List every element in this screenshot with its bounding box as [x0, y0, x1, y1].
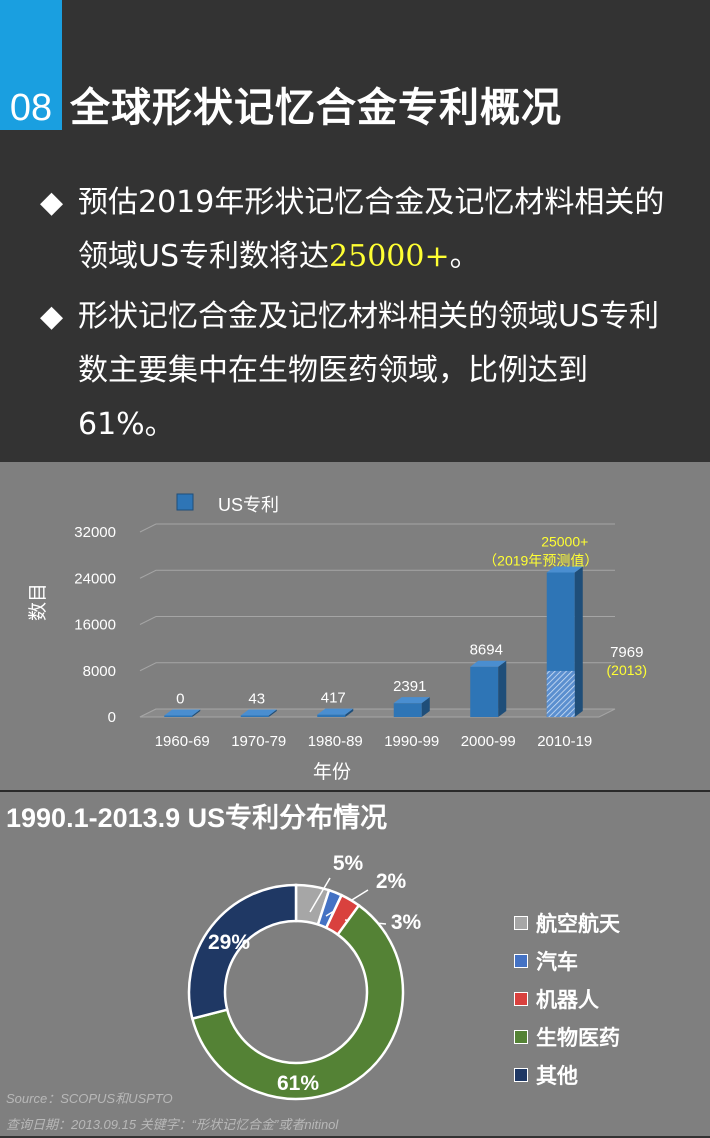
y-tick-label: 24000: [74, 570, 116, 587]
legend-label: 其他: [536, 1064, 578, 1088]
legend-swatch: [514, 1068, 528, 1082]
legend-item: 生物医药: [514, 1022, 620, 1052]
pie-data-label: 3%: [391, 911, 422, 934]
forecast-note: （2019年预测值）: [483, 552, 598, 568]
legend-swatch: [514, 954, 528, 968]
bullet-text: 形状记忆合金及记忆材料相关的领域US专利数主要集中在生物医药领域，比例达到61%…: [78, 299, 660, 442]
bar: [164, 709, 201, 717]
gridline: [139, 662, 615, 672]
legend-item: 机器人: [514, 984, 599, 1014]
legend-item: 其他: [514, 1060, 578, 1090]
pie-data-label: 61%: [277, 1072, 319, 1095]
legend-item: 航空航天: [514, 908, 620, 938]
data-label-2013: 7969: [610, 644, 643, 661]
pie-data-label: 29%: [208, 931, 250, 954]
legend-label: 航空航天: [536, 912, 620, 936]
data-label: 43: [248, 691, 265, 708]
bullet-item: ◆ 预估2019年形状记忆合金及记忆材料相关的领域US专利数将达25000+。: [40, 176, 680, 284]
section-number: 08: [9, 87, 53, 129]
bullet-text: 预估2019年形状记忆合金及记忆材料相关的领域US专利数将达: [78, 185, 665, 274]
bullet-list: ◆ 预估2019年形状记忆合金及记忆材料相关的领域US专利数将达25000+。 …: [40, 176, 680, 458]
y-tick-label: 0: [108, 709, 116, 726]
gridline: [139, 569, 615, 579]
x-axis-label: 年份: [313, 761, 351, 783]
legend-swatch: [176, 493, 194, 511]
pie-slice-5: [187, 883, 298, 1021]
bar: [240, 709, 277, 717]
bullet-text-end: 。: [449, 239, 480, 274]
data-label: 0: [176, 691, 184, 708]
diamond-bullet-icon: ◆: [40, 185, 64, 220]
bar-chart-panel: 32000 24000 16000 8000 0 US专利数目年份 1960-69 0 1970…: [0, 462, 710, 790]
legend-label: 汽车: [536, 950, 578, 974]
legend-swatch: [514, 1030, 528, 1044]
bar-actual-2013: [546, 670, 575, 717]
gridline: [139, 523, 615, 533]
bar: [470, 660, 507, 717]
pie-slice-4: [190, 903, 405, 1101]
legend-label: US专利: [218, 495, 279, 515]
x-tick-label: 1960-69: [155, 733, 210, 750]
data-label: 2391: [393, 678, 426, 695]
x-tick-label: 1980-89: [308, 733, 363, 750]
leader-line: [309, 877, 331, 913]
pie-chart-title: 1990.1-2013.9 US专利分布情况: [6, 803, 388, 833]
legend-swatch: [514, 992, 528, 1006]
y-tick-label: 32000: [74, 524, 116, 541]
legend-label: 机器人: [536, 988, 599, 1012]
x-tick-label: 2010-19: [537, 733, 592, 750]
x-tick-label: 1970-79: [231, 733, 286, 750]
query-note: 查询日期：2013.09.15 关键字：“形状记忆合金”或者nitinol: [6, 1117, 339, 1132]
pie-chart-panel: 1990.1-2013.9 US专利分布情况 5% 2% 3% 61% 29% 航空航天…: [0, 790, 710, 1136]
y-tick-label: 16000: [74, 617, 116, 634]
gridline: [139, 616, 615, 625]
x-tick-label: 1990-99: [384, 733, 439, 750]
source-note: Source：SCOPUS和USPTO: [6, 1091, 173, 1106]
note-2013: (2013): [607, 662, 647, 678]
highlight-value: 25000+: [329, 239, 450, 274]
data-label: 417: [321, 690, 346, 707]
legend-item: 汽车: [514, 946, 578, 976]
legend-swatch: [514, 916, 528, 930]
donut-chart: 5% 2% 3% 61% 29%: [187, 852, 422, 1101]
legend-label: 生物医药: [536, 1026, 620, 1050]
bar: [393, 697, 430, 717]
y-axis-label: 数目: [27, 583, 49, 621]
data-label: 8694: [470, 642, 503, 659]
bullet-item: ◆ 形状记忆合金及记忆材料相关的领域US专利数主要集中在生物医药领域，比例达到6…: [40, 290, 680, 452]
pie-data-label: 2%: [376, 870, 407, 893]
page-title: 全球形状记忆合金专利概况: [70, 85, 562, 131]
bar: [317, 708, 354, 717]
y-tick-label: 8000: [83, 663, 116, 680]
x-tick-label: 2000-99: [461, 733, 516, 750]
header-section: 08 全球形状记忆合金专利概况 ◆ 预估2019年形状记忆合金及记忆材料相关的领…: [0, 0, 710, 462]
chart-floor: [139, 708, 616, 718]
section-number-box: 08: [0, 0, 62, 130]
pie-data-label: 5%: [333, 852, 364, 875]
data-label-forecast: 25000+: [541, 533, 588, 549]
diamond-bullet-icon: ◆: [40, 299, 64, 334]
